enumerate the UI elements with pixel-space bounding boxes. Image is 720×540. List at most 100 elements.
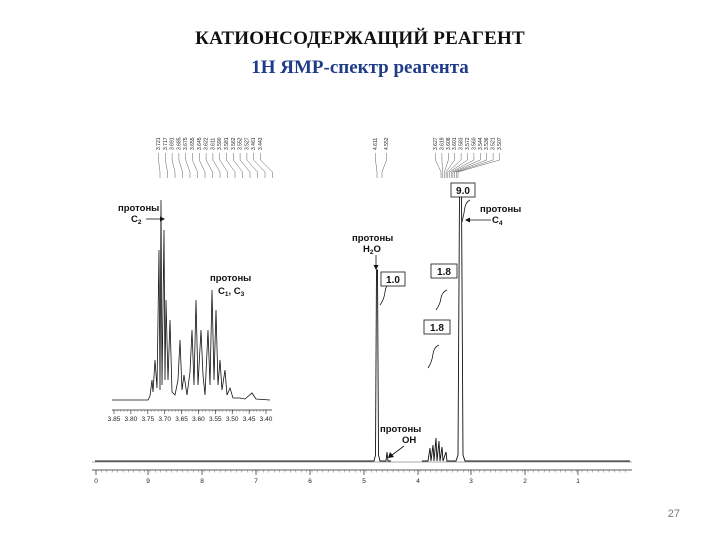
peak-label: 4.552 xyxy=(384,137,390,150)
peak-label: 3.583 xyxy=(459,137,465,150)
main-axis-labels: 0 9 8 7 6 5 4 3 2 1 xyxy=(94,478,580,485)
peak-leader xyxy=(381,153,387,178)
inset-tick-label: 3.65 xyxy=(175,416,188,423)
axis-tick-label: 2 xyxy=(523,478,527,485)
peak-label: 3.675 xyxy=(183,137,189,150)
axis-tick-label: 5 xyxy=(362,478,366,485)
slide-subtitle: 1Н ЯМР-спектр реагента xyxy=(251,57,469,78)
inset-tick-label: 3.85 xyxy=(108,416,121,423)
oh-peak xyxy=(384,451,391,462)
integral-c1c3-2 xyxy=(427,344,440,369)
axis-tick-label: 1 xyxy=(576,478,580,485)
inset-tick-label: 3.45 xyxy=(243,416,256,423)
peak-label: 3.552 xyxy=(238,137,244,150)
inset-tick-label: 3.70 xyxy=(158,416,171,423)
axis-tick-label: 9 xyxy=(146,478,150,485)
annotation-c1-c3: протоны C1, C3 xyxy=(210,273,251,298)
peak-leader xyxy=(447,153,462,178)
inset-tick-label: 3.55 xyxy=(209,416,222,423)
inset-tick-label: 3.60 xyxy=(192,416,205,423)
slide-title: КАТИОНСОДЕРЖАЩИЙ РЕАГЕНТ xyxy=(195,28,525,49)
peak-list-right: 3.627 3.619 3.608 3.601 3.583 3.572 3.560 3.544… xyxy=(433,137,503,178)
peak-label: 3.536 xyxy=(484,137,490,150)
svg-text:протоны: протоны xyxy=(380,424,421,435)
peak-label: 3.461 xyxy=(251,137,257,150)
svg-text:C2: C2 xyxy=(131,214,142,226)
inset-tick-label: 3.40 xyxy=(260,416,273,423)
peak-leader xyxy=(375,153,378,178)
peak-label: 3.691 xyxy=(170,137,176,150)
peak-label: 3.581 xyxy=(224,137,230,150)
svg-text:протоны: протоны xyxy=(480,204,521,215)
axis-tick-label: 0 xyxy=(94,478,98,485)
peak-label: 3.572 xyxy=(465,137,471,150)
peak-leader xyxy=(165,153,168,178)
annotation-oh: протоны OH xyxy=(380,424,421,458)
peak-label: 3.645 xyxy=(197,137,203,150)
peak-leader xyxy=(233,153,243,178)
axis-tick-label: 4 xyxy=(416,478,420,485)
peak-label: 3.611 xyxy=(210,138,216,150)
c1c3-multiplet xyxy=(422,437,452,462)
peak-leader xyxy=(452,153,481,178)
peak-leader xyxy=(441,153,443,178)
annotation-water: протоны H2O xyxy=(352,233,393,270)
peak-label: 3.717 xyxy=(163,137,169,150)
peak-label: 3.601 xyxy=(452,137,458,150)
peak-leader xyxy=(158,153,161,178)
inset-tick-label: 3.75 xyxy=(141,416,154,423)
main-axis-ticks xyxy=(95,470,626,475)
peak-label: 3.521 xyxy=(491,137,497,150)
water-peak xyxy=(370,269,384,462)
axis-tick-label: 3 xyxy=(469,478,473,485)
peak-leader xyxy=(205,153,213,178)
peak-label: 3.527 xyxy=(244,137,250,150)
svg-text:протоны: протоны xyxy=(118,203,159,214)
peak-label: 3.590 xyxy=(217,137,223,150)
peak-leader xyxy=(445,153,455,178)
svg-text:протоны: протоны xyxy=(210,273,251,284)
peak-label: 3.655 xyxy=(190,137,196,150)
peak-list-mid: 4.611 4.552 xyxy=(373,137,390,178)
integral-value-water: 1.0 xyxy=(386,275,400,286)
integral-value-c1c3-b: 1.8 xyxy=(430,323,444,334)
page-number: 27 xyxy=(667,508,680,520)
peak-label: 4.611 xyxy=(373,138,379,150)
inset-spectrum: 3.85 3.80 3.75 3.70 3.65 3.60 3.55 3.50 3.45 3.40 xyxy=(108,199,273,423)
integral-value-c1c3-a: 1.8 xyxy=(437,267,451,278)
peak-leader xyxy=(456,153,494,178)
svg-text:H2O: H2O xyxy=(363,244,381,256)
inset-tick-label: 3.50 xyxy=(226,416,239,423)
peak-leader xyxy=(199,153,206,178)
peak-leader xyxy=(192,153,198,178)
peak-leader xyxy=(451,153,475,178)
peak-leader xyxy=(219,153,228,178)
peak-leader xyxy=(457,153,500,178)
peak-label: 3.443 xyxy=(258,137,264,150)
peak-label: 3.560 xyxy=(471,137,477,150)
peak-label: 3.507 xyxy=(497,137,503,150)
peak-leader xyxy=(239,153,251,178)
peak-label: 3.721 xyxy=(156,137,162,150)
peak-list-left: 3.721 3.717 3.691 3.685 3.675 3.655 3.645 3.622… xyxy=(156,137,273,178)
axis-tick-label: 6 xyxy=(308,478,312,485)
svg-text:протоны: протоны xyxy=(352,233,393,244)
peak-label: 3.544 xyxy=(478,137,484,150)
axis-tick-label: 8 xyxy=(200,478,204,485)
integral-c1c3-1 xyxy=(435,289,448,311)
inset-axis-labels: 3.85 3.80 3.75 3.70 3.65 3.60 3.55 3.50 3.45 3.40 xyxy=(108,416,273,423)
c4-singlet xyxy=(452,194,630,462)
integral-c4 xyxy=(461,199,471,223)
peak-leader xyxy=(253,153,266,178)
peak-leader xyxy=(444,153,449,178)
peak-label: 3.622 xyxy=(204,137,210,150)
integral-value-c4: 9.0 xyxy=(456,186,470,197)
peak-leader xyxy=(435,153,442,178)
peak-label: 3.608 xyxy=(446,137,452,150)
integral-boxes: 9.0 1.0 1.8 1.8 xyxy=(380,182,476,335)
peak-label: 3.562 xyxy=(231,137,237,150)
peak-label: 3.685 xyxy=(176,137,182,150)
inset-tick-label: 3.80 xyxy=(125,416,138,423)
main-axis xyxy=(92,461,632,471)
